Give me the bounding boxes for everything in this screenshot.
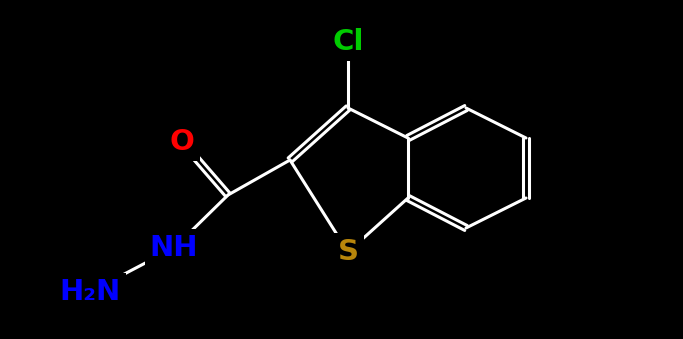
- Text: H₂N: H₂N: [59, 278, 121, 306]
- Text: S: S: [337, 238, 359, 266]
- Text: NH: NH: [150, 234, 198, 262]
- Text: O: O: [169, 128, 195, 156]
- Text: Cl: Cl: [332, 28, 364, 56]
